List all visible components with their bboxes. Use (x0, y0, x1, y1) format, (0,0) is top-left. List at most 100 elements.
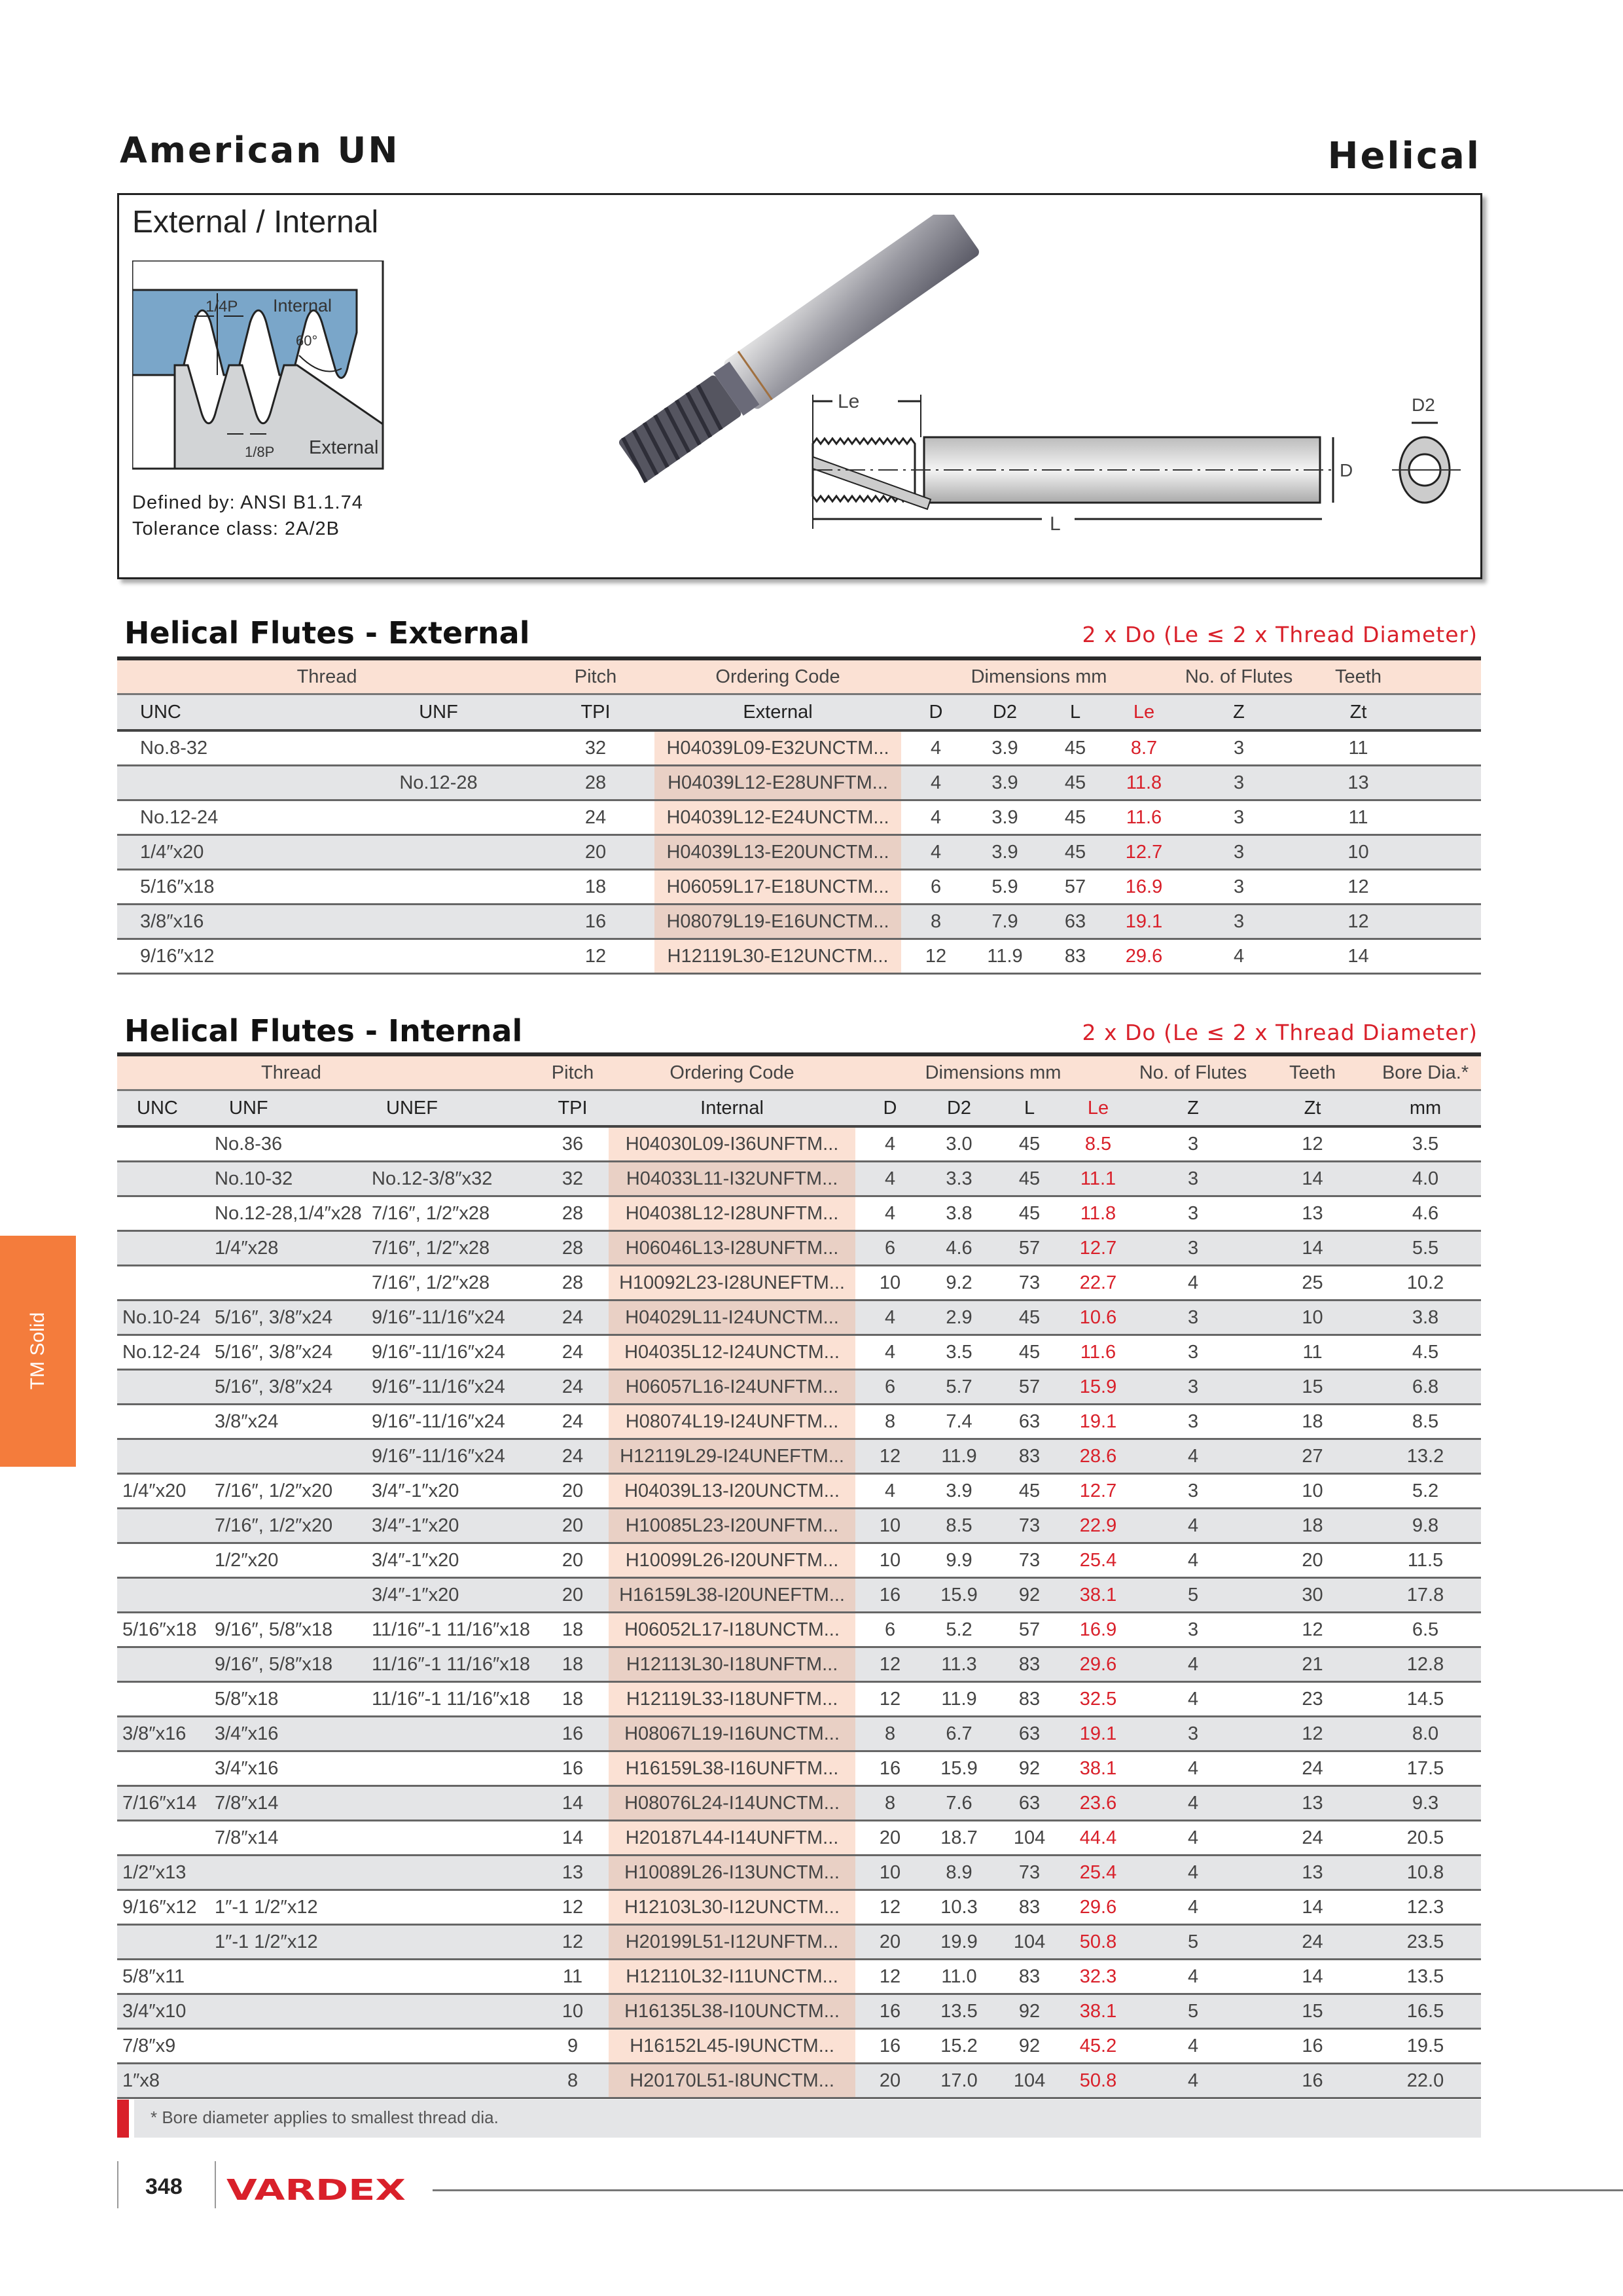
column-header-unf: UNF (209, 1090, 366, 1128)
section-side-tab[interactable]: TM Solid (0, 1236, 76, 1467)
column-header-d2: D2 (971, 694, 1040, 732)
cell-unc: 5/16″x18 (117, 1612, 209, 1648)
cell-unc (117, 1924, 209, 1960)
cell-d2: 8.9 (925, 1855, 994, 1891)
footnote-accent-bar (117, 2100, 129, 2138)
column-header-d: D (855, 1090, 925, 1128)
cell-tpi: 20 (537, 1543, 609, 1579)
cell-unf: No.12-28,1/4″x28 (209, 1196, 366, 1232)
cell-tpi: 24 (537, 1300, 609, 1336)
group-header-dimensions: Dimensions mm (901, 656, 1177, 695)
cell-zt: 21 (1255, 1647, 1370, 1683)
table-row: No.10-32 No.12-3/8″x32 32 H04033L11-I32UNFT… (117, 1161, 1482, 1197)
tool-dimension-drawing: Le L D D2 (812, 391, 1461, 535)
cell-l: 73 (993, 1543, 1066, 1579)
cell-l: 45 (993, 1161, 1066, 1197)
cell-le: 11.8 (1111, 765, 1177, 801)
cell-tpi: 12 (537, 1890, 609, 1926)
cell-zt: 14 (1255, 1161, 1370, 1197)
cell-zt: 30 (1255, 1577, 1370, 1613)
cell-bore: 17.5 (1370, 1751, 1482, 1787)
cell-z: 3 (1131, 1196, 1256, 1232)
cell-unf (209, 1577, 366, 1613)
cell-z: 4 (1131, 1647, 1256, 1683)
footnote-text: * Bore diameter applies to smallest thre… (151, 2108, 499, 2127)
column-header-l: L (993, 1090, 1066, 1128)
cell-d2: 2.9 (925, 1300, 994, 1336)
thread-profile-diagram: 1/4P Internal 60° 1/8P External (132, 260, 384, 470)
cell-unc: No.12-24 (117, 800, 340, 836)
cell-zt: 12 (1301, 869, 1416, 905)
cell-l: 92 (993, 2028, 1066, 2064)
table-row: No.8-36 36 H04030L09-I36UNFTM... 4 3.0 45 8.5 3… (117, 1126, 1482, 1162)
cell-code: H20199L51-I12UNFTM... (609, 1924, 856, 1960)
cell-z: 5 (1131, 1577, 1256, 1613)
group-header-pitch: Pitch (537, 656, 655, 695)
cell-unf (340, 904, 537, 940)
cell-d2: 15.9 (925, 1751, 994, 1787)
cell-tpi: 28 (537, 1230, 609, 1266)
cell-unc (117, 1265, 209, 1301)
cell-d2: 15.2 (925, 2028, 994, 2064)
cell-unf: 1/2″x20 (209, 1543, 366, 1579)
cell-d2: 3.8 (925, 1196, 994, 1232)
cell-z: 3 (1131, 1126, 1256, 1162)
cell-l: 73 (993, 1265, 1066, 1301)
group-header-dimensions: Dimensions mm (855, 1052, 1132, 1091)
cell-unf: 5/8″x18 (209, 1681, 366, 1717)
cell-tpi: 24 (537, 1335, 609, 1371)
cell-unc: 7/8″x9 (117, 2028, 209, 2064)
cell-tpi: 36 (537, 1126, 609, 1162)
cell-bore: 11.5 (1370, 1543, 1482, 1579)
cell-zt: 16 (1255, 2028, 1370, 2064)
cell-zt: 11 (1255, 1335, 1370, 1371)
external-section-note: 2 x Do (Le ≤ 2 x Thread Diameter) (1082, 622, 1478, 647)
cell-unef (366, 2063, 537, 2099)
cell-zt: 13 (1255, 1785, 1370, 1821)
column-header-le: Le (1065, 1090, 1132, 1128)
column-header-bore: mm (1370, 1090, 1482, 1128)
table-row: 1″-1 1/2″x12 12 H20199L51-I12UNFTM... 20 19.… (117, 1924, 1482, 1960)
cell-d2: 11.3 (925, 1647, 994, 1683)
cell-le: 16.9 (1111, 869, 1177, 905)
cell-bore: 6.8 (1370, 1369, 1482, 1405)
cell-d: 12 (855, 1959, 925, 1995)
cell-zt: 24 (1255, 1751, 1370, 1787)
cell-tpi: 20 (537, 1473, 609, 1509)
cell-le: 23.6 (1065, 1785, 1132, 1821)
table-row: 3/4″-1″x20 20 H16159L38-I20UNEFTM... 16 15.9… (117, 1577, 1482, 1613)
cell-d: 12 (855, 1439, 925, 1475)
cell-code: H04039L12-E24UNCTM... (654, 800, 902, 836)
cell-le: 29.6 (1065, 1647, 1132, 1683)
cell-code: H12119L30-E12UNCTM... (654, 939, 902, 975)
cell-unef (366, 1751, 537, 1787)
group-header-row: Thread Pitch Ordering Code Dimensions mm No.… (117, 656, 1482, 695)
cell-zt: 12 (1301, 904, 1416, 940)
cell-le: 25.4 (1065, 1855, 1132, 1891)
cell-unc (117, 765, 340, 801)
footer-divider (117, 2161, 118, 2208)
cell-z: 3 (1131, 1612, 1256, 1648)
cell-le: 50.8 (1065, 1924, 1132, 1960)
cell-tpi: 18 (537, 1681, 609, 1717)
cell-l: 83 (1039, 939, 1112, 975)
cell-le: 22.7 (1065, 1265, 1132, 1301)
cell-d2: 10.3 (925, 1890, 994, 1926)
table-row: 7/16″, 1/2″x20 3/4″-1″x20 20 H10085L23-I20U… (117, 1508, 1482, 1544)
cell-d: 6 (855, 1612, 925, 1648)
cell-tpi: 28 (537, 1265, 609, 1301)
cell-d2: 7.4 (925, 1404, 994, 1440)
cell-zt: 12 (1255, 1612, 1370, 1648)
cell-l: 83 (993, 1959, 1066, 1995)
table-row: 7/8″x9 9 H16152L45-I9UNCTM... 16 15.2 92 45.2 4… (117, 2028, 1482, 2064)
cell-l: 45 (1039, 730, 1112, 766)
cell-unc: 9/16″x12 (117, 1890, 209, 1926)
cell-le: 44.4 (1065, 1820, 1132, 1856)
cell-d: 10 (855, 1855, 925, 1891)
group-header-ordering: Ordering Code (654, 656, 902, 695)
group-header-row: Thread Pitch Ordering Code Dimensions mm No.… (117, 1052, 1482, 1091)
table-row: 7/16″, 1/2″x28 28 H10092L23-I28UNEFTM... 10… (117, 1265, 1482, 1301)
cell-code: H12103L30-I12UNCTM... (609, 1890, 856, 1926)
cell-unc: No.12-24 (117, 1335, 209, 1371)
cell-zt: 24 (1255, 1820, 1370, 1856)
